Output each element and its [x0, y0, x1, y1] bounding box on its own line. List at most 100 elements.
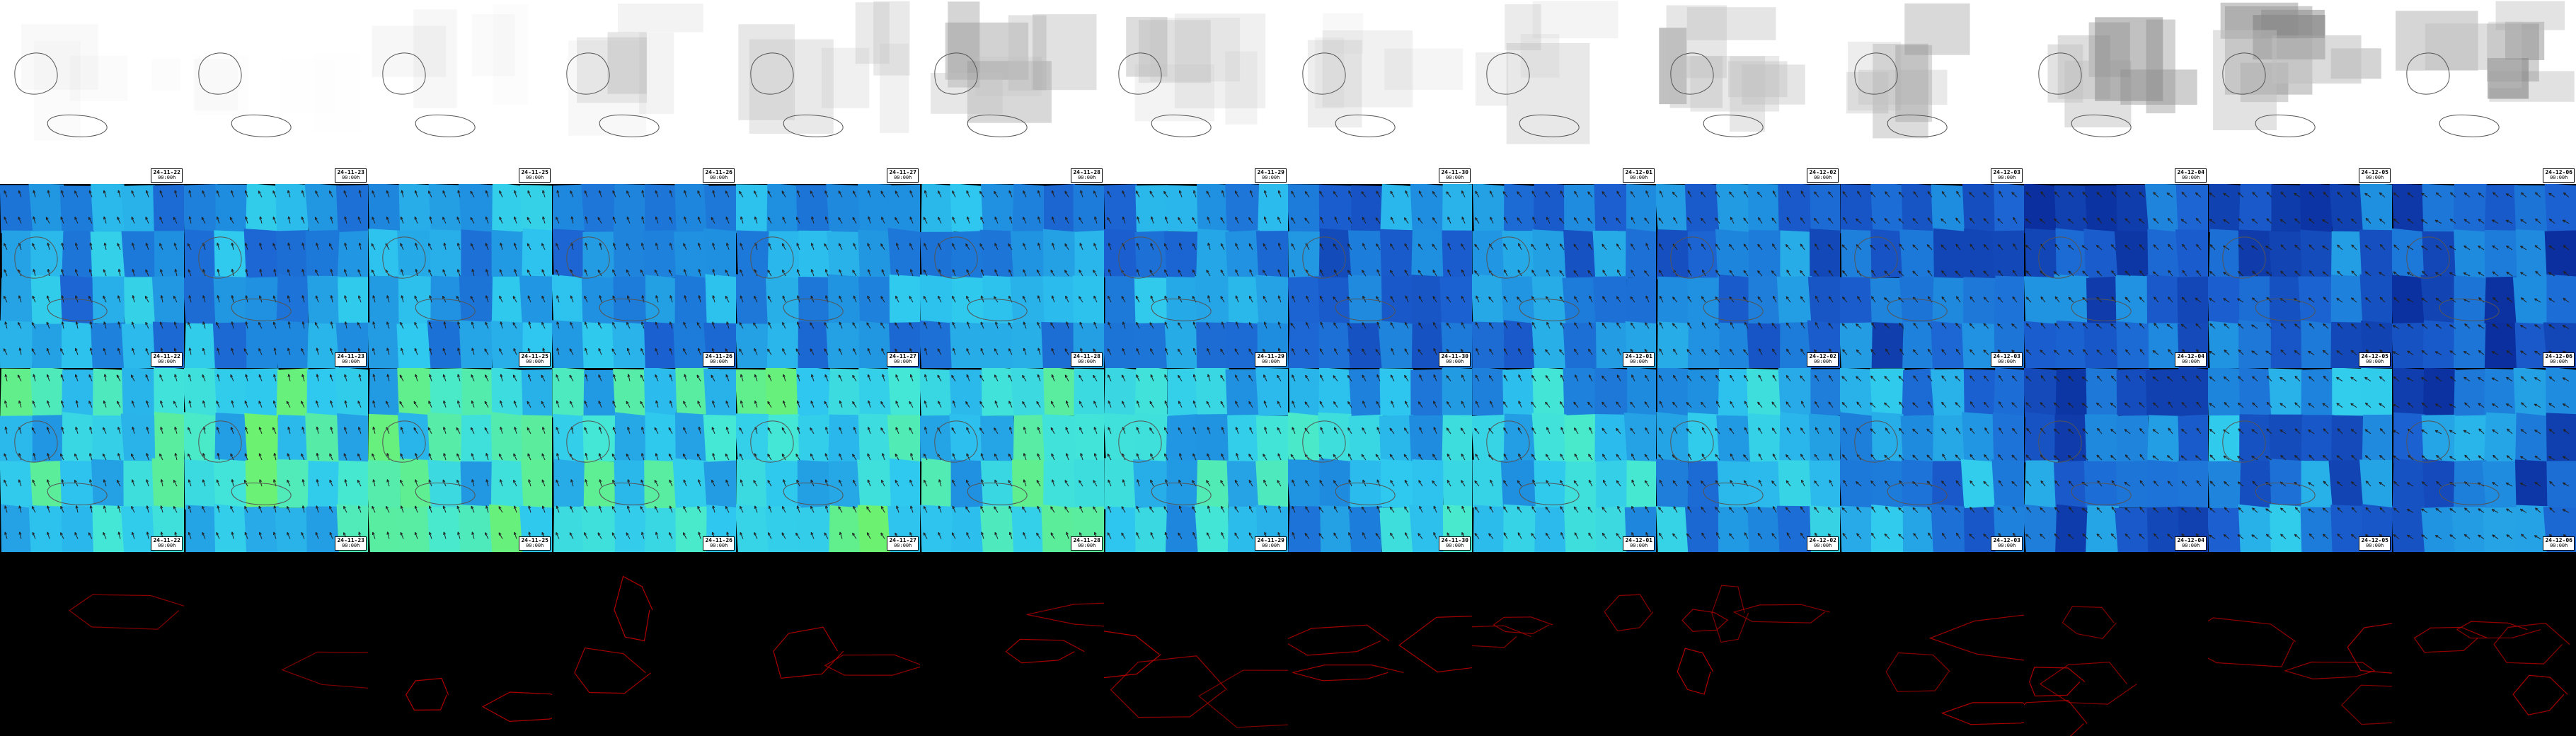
timestamp-badge: 24-11-2500:00h — [519, 536, 551, 551]
forecast-cell — [2392, 552, 2576, 736]
forecast-cell: 24-12-0600:00h — [2392, 0, 2576, 184]
timestamp-badge: 24-12-0500:00h — [2359, 168, 2391, 183]
forecast-cell: 24-11-2600:00h — [552, 0, 736, 184]
forecast-cell — [1840, 552, 2024, 736]
timestamp-hour: 00:00h — [1257, 176, 1284, 181]
timestamp-badge: 24-12-0600:00h — [2543, 168, 2575, 183]
forecast-cell: 24-12-0400:00h — [2024, 0, 2208, 184]
timestamp-badge: 24-12-0200:00h — [1807, 536, 1839, 551]
forecast-cell — [920, 552, 1104, 736]
timestamp-hour: 00:00h — [521, 176, 548, 181]
forecast-row-cloud: 24-11-2200:00h 24-11-2300:00h24-11-2500:0… — [0, 0, 2576, 184]
timestamp-badge: 24-11-2900:00h — [1255, 168, 1287, 183]
timestamp-hour: 00:00h — [2177, 176, 2204, 181]
forecast-cell — [2024, 552, 2208, 736]
timestamp-badge: 24-12-0600:00h — [2543, 352, 2575, 367]
timestamp-hour: 00:00h — [337, 176, 364, 181]
timestamp-hour: 00:00h — [521, 544, 548, 549]
timestamp-hour: 00:00h — [2361, 544, 2388, 549]
timestamp-hour: 00:00h — [1073, 544, 1100, 549]
forecast-cell: 24-12-0500:00h — [2208, 0, 2392, 184]
forecast-cell: 24-12-0300:00h — [1840, 184, 2024, 368]
forecast-cell — [0, 552, 184, 736]
forecast-cell: 24-12-0100:00h — [1472, 0, 1656, 184]
timestamp-badge: 24-11-2200:00h — [151, 352, 183, 367]
forecast-cell: 24-12-0300:00h — [1840, 0, 2024, 184]
forecast-row-wind: 24-11-2200:00h24-11-2300:00h 24-11-2500:0… — [0, 368, 2576, 552]
forecast-cell: 24-11-2800:00h — [920, 368, 1104, 552]
timestamp-hour: 00:00h — [337, 544, 364, 549]
forecast-cell: 24-11-2300:00h — [184, 0, 368, 184]
timestamp-hour: 00:00h — [1441, 544, 1468, 549]
timestamp-hour: 00:00h — [1993, 544, 2020, 549]
forecast-cell: 24-12-0200:00h — [1656, 184, 1840, 368]
timestamp-badge: 24-11-2600:00h — [703, 536, 735, 551]
timestamp-badge: 24-11-3000:00h — [1439, 352, 1471, 367]
timestamp-badge: 24-12-0400:00h — [2175, 352, 2207, 367]
timestamp-badge: 24-11-2800:00h — [1071, 352, 1103, 367]
forecast-cell: 24-12-0500:00h — [2208, 368, 2392, 552]
forecast-cell: 24-11-2600:00h — [552, 184, 736, 368]
forecast-cell: 24-11-2500:00h — [368, 184, 552, 368]
forecast-cell — [1288, 552, 1472, 736]
timestamp-badge: 24-12-0600:00h — [2543, 536, 2575, 551]
timestamp-badge: 24-12-0100:00h — [1623, 536, 1655, 551]
timestamp-hour: 00:00h — [1625, 544, 1652, 549]
timestamp-hour: 00:00h — [1441, 176, 1468, 181]
timestamp-hour: 00:00h — [1809, 544, 1836, 549]
timestamp-hour: 00:00h — [1809, 360, 1836, 365]
timestamp-badge: 24-11-2600:00h — [703, 352, 735, 367]
forecast-cell — [184, 552, 368, 736]
timestamp-badge: 24-12-0500:00h — [2359, 352, 2391, 367]
timestamp-hour: 00:00h — [2545, 360, 2572, 365]
forecast-cell: 24-11-2500:00h — [368, 0, 552, 184]
forecast-cell — [2208, 552, 2392, 736]
forecast-cell: 24-12-0100:00h — [1472, 184, 1656, 368]
timestamp-badge: 24-12-0300:00h — [1991, 168, 2023, 183]
forecast-cell — [1104, 552, 1288, 736]
timestamp-hour: 00:00h — [889, 544, 916, 549]
timestamp-hour: 00:00h — [2361, 176, 2388, 181]
forecast-cell: 24-12-0100:00h — [1472, 368, 1656, 552]
forecast-cell — [368, 552, 552, 736]
forecast-cell: 24-11-3000:00h — [1288, 184, 1472, 368]
forecast-cell: 24-12-0200:00h — [1656, 0, 1840, 184]
timestamp-badge: 24-11-2700:00h — [887, 168, 919, 183]
forecast-cell: 24-11-2200:00h — [0, 0, 184, 184]
timestamp-badge: 24-12-0200:00h — [1807, 352, 1839, 367]
timestamp-badge: 24-12-0300:00h — [1991, 352, 2023, 367]
timestamp-badge: 24-11-2300:00h — [335, 352, 367, 367]
timestamp-hour: 00:00h — [889, 176, 916, 181]
timestamp-badge: 24-12-0500:00h — [2359, 536, 2391, 551]
timestamp-badge: 24-11-2800:00h — [1071, 536, 1103, 551]
timestamp-hour: 00:00h — [337, 360, 364, 365]
timestamp-badge: 24-12-0200:00h — [1807, 168, 1839, 183]
timestamp-badge: 24-12-0100:00h — [1623, 168, 1655, 183]
forecast-cell: 24-12-0600:00h — [2392, 184, 2576, 368]
timestamp-hour: 00:00h — [2361, 360, 2388, 365]
forecast-cell: 24-11-2800:00h — [920, 0, 1104, 184]
forecast-cell: 24-11-2300:00h — [184, 368, 368, 552]
timestamp-hour: 00:00h — [1625, 360, 1652, 365]
forecast-cell: 24-11-3000:00h — [1288, 368, 1472, 552]
timestamp-badge: 24-11-2700:00h — [887, 352, 919, 367]
forecast-cell — [736, 552, 920, 736]
timestamp-badge: 24-11-2300:00h — [335, 168, 367, 183]
timestamp-hour: 00:00h — [2545, 544, 2572, 549]
forecast-cell: 24-12-0300:00h — [1840, 368, 2024, 552]
timestamp-badge: 24-12-0100:00h — [1623, 352, 1655, 367]
forecast-cell: 24-11-2700:00h — [736, 368, 920, 552]
forecast-cell: 24-11-2200:00h — [0, 368, 184, 552]
forecast-cell: 24-11-2200:00h — [0, 184, 184, 368]
forecast-row-contour — [0, 552, 2576, 736]
timestamp-hour: 00:00h — [2177, 360, 2204, 365]
timestamp-hour: 00:00h — [1257, 544, 1284, 549]
timestamp-hour: 00:00h — [705, 360, 732, 365]
timestamp-badge: 24-11-2900:00h — [1255, 536, 1287, 551]
timestamp-badge: 24-11-2500:00h — [519, 352, 551, 367]
forecast-cell: 24-11-2800:00h — [920, 184, 1104, 368]
timestamp-hour: 00:00h — [1441, 360, 1468, 365]
timestamp-hour: 00:00h — [2545, 176, 2572, 181]
timestamp-badge: 24-11-2200:00h — [151, 168, 183, 183]
timestamp-hour: 00:00h — [1073, 360, 1100, 365]
